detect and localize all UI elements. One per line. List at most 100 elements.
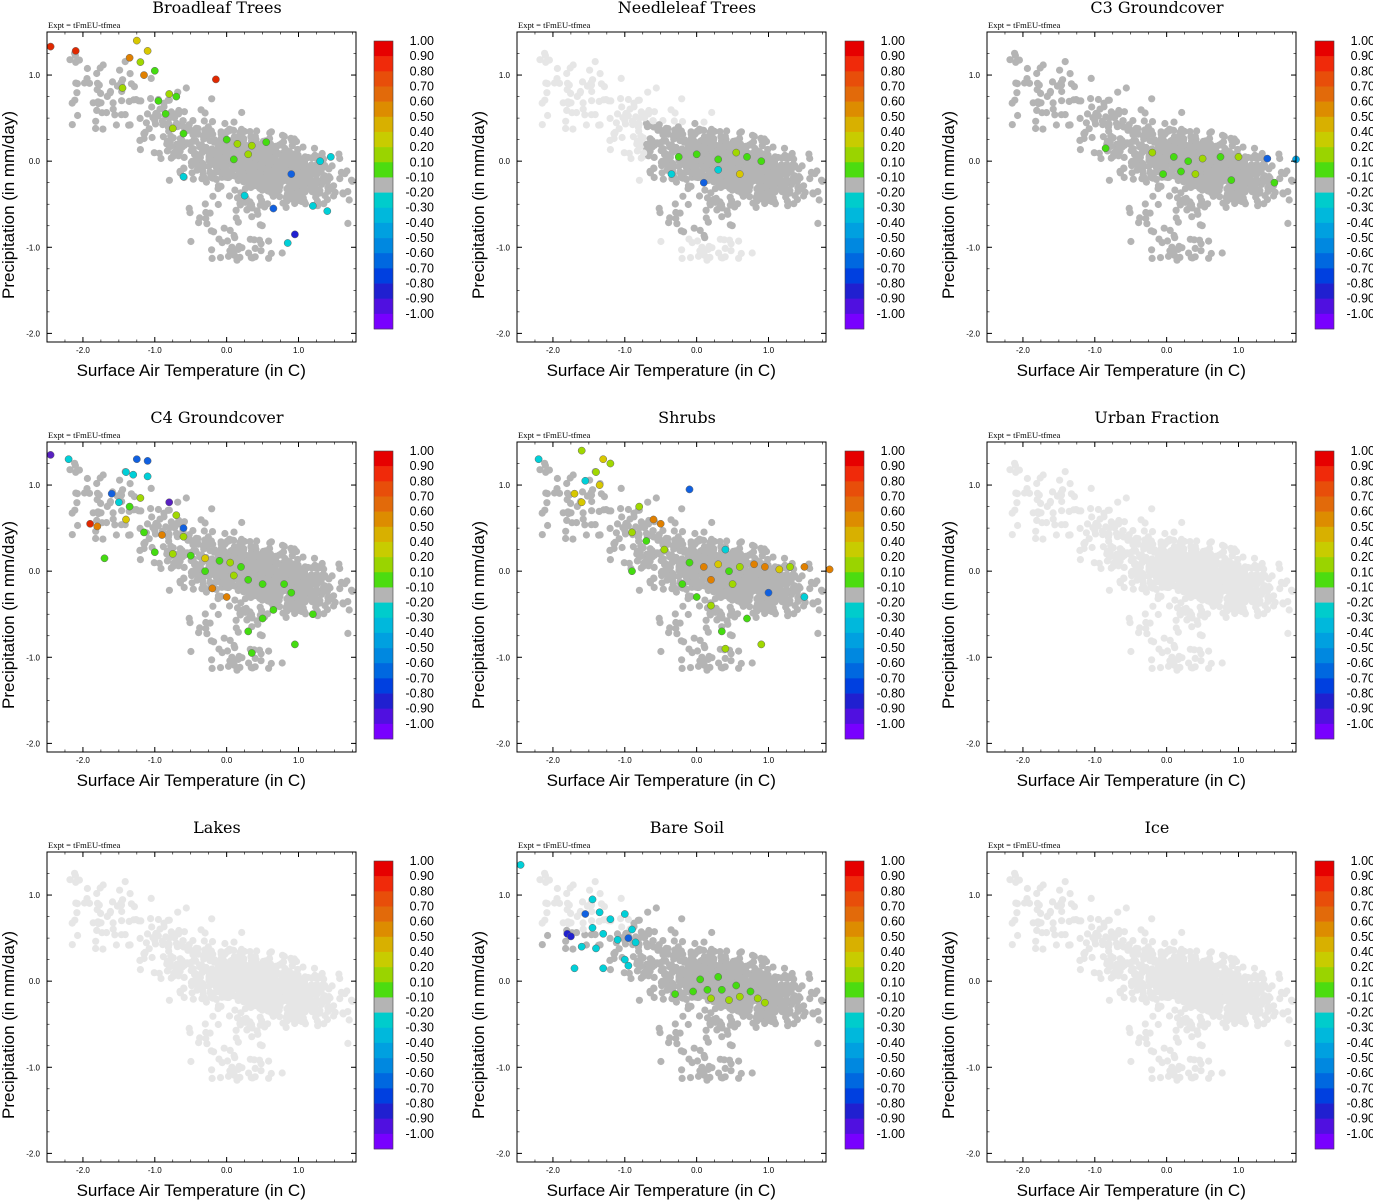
data-point	[323, 588, 331, 596]
data-point	[1170, 118, 1178, 126]
data-point	[246, 203, 254, 211]
colorbar-label: -0.60	[877, 246, 906, 260]
data-point	[288, 142, 296, 150]
highlight-point	[743, 153, 751, 161]
colorbar: 1.000.900.800.700.600.500.400.200.10-0.1…	[373, 34, 435, 330]
data-point	[673, 220, 681, 228]
colorbar-swatch	[374, 496, 393, 512]
data-point	[261, 203, 269, 211]
colorbar-swatch	[1315, 268, 1334, 284]
data-point	[201, 109, 209, 117]
colorbar-label: -0.90	[877, 292, 906, 306]
data-point	[225, 602, 234, 610]
colorbar-label: -0.40	[877, 216, 906, 230]
colorbar-swatch	[374, 268, 393, 284]
data-point	[141, 538, 149, 547]
highlight-point	[125, 502, 134, 511]
x-axis-label: Surface Air Temperature (in C)	[77, 361, 306, 380]
data-point	[176, 577, 184, 586]
data-point	[245, 249, 253, 257]
data-point	[267, 568, 275, 576]
data-point	[633, 140, 641, 148]
data-point	[686, 254, 695, 262]
data-point	[345, 196, 353, 204]
data-point	[93, 489, 102, 497]
colorbar-label: 0.40	[410, 535, 434, 549]
data-point	[1146, 137, 1154, 145]
colorbar-label: 1.00	[410, 444, 434, 458]
data-point	[165, 176, 173, 184]
data-point	[167, 108, 175, 116]
data-point	[746, 161, 755, 169]
colorbar-label: 0.90	[881, 49, 905, 63]
data-point	[312, 190, 320, 198]
highlight-point	[287, 170, 296, 178]
highlight-point	[291, 230, 299, 239]
data-point	[116, 476, 124, 484]
data-point	[204, 147, 212, 155]
data-point	[207, 170, 215, 178]
data-point	[165, 586, 173, 594]
data-point	[1148, 254, 1156, 262]
highlight-point	[46, 451, 55, 459]
colorbar-label: -0.60	[406, 246, 435, 260]
data-point	[725, 236, 734, 244]
data-point	[187, 237, 195, 246]
data-point	[208, 246, 216, 254]
data-point	[1023, 75, 1031, 83]
data-point	[1156, 254, 1165, 262]
data-point	[163, 140, 171, 148]
data-point	[306, 170, 314, 178]
data-point	[298, 187, 306, 196]
data-point	[793, 178, 801, 186]
data-point	[247, 543, 255, 551]
data-point	[1283, 167, 1291, 175]
data-point	[185, 121, 193, 129]
data-point	[75, 466, 83, 474]
data-point	[582, 121, 591, 129]
data-point	[798, 162, 806, 170]
data-point	[99, 471, 107, 479]
data-point	[655, 204, 663, 212]
data-point	[782, 190, 790, 198]
data-point	[1247, 176, 1255, 184]
data-point	[220, 634, 228, 642]
y-axis-label: Precipitation (in mm/day)	[0, 521, 18, 709]
data-point	[216, 254, 225, 262]
data-point	[193, 151, 201, 159]
data-point	[258, 164, 266, 172]
data-point	[68, 531, 76, 539]
data-point	[1128, 162, 1136, 170]
data-point	[324, 597, 332, 605]
highlight-point	[150, 548, 159, 557]
data-point	[256, 631, 264, 639]
data-point	[180, 153, 188, 161]
colorbar-label: 0.90	[1351, 49, 1373, 63]
data-point	[1116, 135, 1124, 143]
data-point	[234, 628, 242, 636]
highlight-point	[247, 649, 256, 657]
data-point	[320, 200, 328, 208]
data-point	[1049, 99, 1057, 107]
data-point	[1039, 125, 1047, 133]
data-point	[1264, 187, 1272, 195]
data-point	[268, 557, 276, 565]
colorbar-swatch	[1315, 116, 1334, 133]
data-point	[201, 127, 209, 135]
data-point	[99, 125, 107, 133]
colorbar-swatch	[845, 222, 864, 239]
data-point	[176, 553, 184, 561]
highlight-point	[165, 498, 174, 507]
data-point	[280, 132, 288, 140]
data-point	[1136, 214, 1144, 222]
data-point	[256, 221, 264, 229]
data-point	[232, 206, 240, 214]
data-point	[699, 142, 707, 150]
y-tick-label: 0.0	[29, 567, 41, 576]
data-point	[224, 173, 232, 181]
data-point	[189, 145, 197, 153]
highlight-point	[309, 202, 317, 210]
data-point	[688, 239, 696, 247]
data-point	[189, 131, 197, 139]
data-point	[640, 149, 648, 157]
